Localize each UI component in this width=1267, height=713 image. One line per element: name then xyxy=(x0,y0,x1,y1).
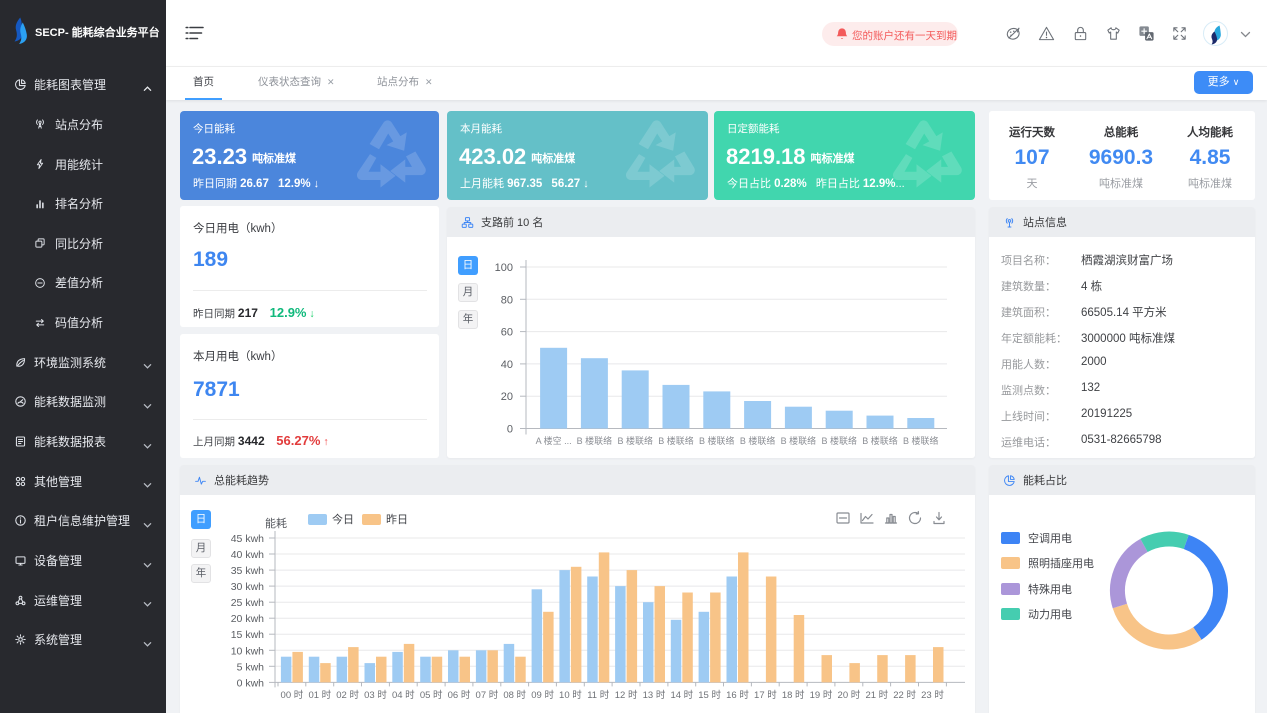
svg-text:0 kwh: 0 kwh xyxy=(237,677,265,689)
svg-text:00 时: 00 时 xyxy=(281,689,304,701)
svg-text:23 时: 23 时 xyxy=(921,689,944,701)
svg-text:30 kwh: 30 kwh xyxy=(231,581,264,593)
svg-text:04 时: 04 时 xyxy=(392,689,415,701)
svg-text:20 时: 20 时 xyxy=(838,689,861,701)
svg-text:60: 60 xyxy=(501,327,513,339)
svg-text:B 楼联络: B 楼联络 xyxy=(699,435,735,446)
svg-text:80: 80 xyxy=(501,294,513,306)
svg-text:40: 40 xyxy=(501,359,513,371)
svg-text:01 时: 01 时 xyxy=(308,689,331,701)
svg-text:B 楼联络: B 楼联络 xyxy=(781,435,817,446)
svg-text:18 时: 18 时 xyxy=(782,689,805,701)
svg-text:02 时: 02 时 xyxy=(336,689,359,701)
svg-text:20: 20 xyxy=(501,391,513,403)
svg-text:10 时: 10 时 xyxy=(559,689,582,701)
svg-text:B 楼联络: B 楼联络 xyxy=(740,435,776,446)
svg-text:35 kwh: 35 kwh xyxy=(231,565,264,577)
svg-text:14 时: 14 时 xyxy=(670,689,693,701)
svg-text:13 时: 13 时 xyxy=(643,689,666,701)
svg-text:45 kwh: 45 kwh xyxy=(231,533,264,545)
svg-text:B 楼联络: B 楼联络 xyxy=(617,435,653,446)
svg-text:0: 0 xyxy=(507,424,513,436)
svg-text:B 楼联络: B 楼联络 xyxy=(903,435,939,446)
svg-text:40 kwh: 40 kwh xyxy=(231,549,264,561)
svg-text:B 楼联络: B 楼联络 xyxy=(821,435,857,446)
svg-text:B 楼联络: B 楼联络 xyxy=(577,435,613,446)
svg-text:15 kwh: 15 kwh xyxy=(231,629,264,641)
svg-text:25 kwh: 25 kwh xyxy=(231,597,264,609)
svg-text:07 时: 07 时 xyxy=(476,689,499,701)
svg-text:20 kwh: 20 kwh xyxy=(231,613,264,625)
svg-text:11 时: 11 时 xyxy=(587,689,610,701)
svg-text:09 时: 09 时 xyxy=(531,689,554,701)
svg-text:B 楼联络: B 楼联络 xyxy=(862,435,898,446)
svg-text:03 时: 03 时 xyxy=(364,689,387,701)
svg-text:19 时: 19 时 xyxy=(810,689,833,701)
svg-text:22 时: 22 时 xyxy=(893,689,916,701)
svg-text:12 时: 12 时 xyxy=(615,689,638,701)
svg-text:21 时: 21 时 xyxy=(865,689,888,701)
svg-text:5 kwh: 5 kwh xyxy=(237,661,265,673)
svg-text:15 时: 15 时 xyxy=(698,689,721,701)
svg-text:10 kwh: 10 kwh xyxy=(231,645,264,657)
svg-text:A 楼空 ...: A 楼空 ... xyxy=(536,435,572,446)
svg-text:17 时: 17 时 xyxy=(754,689,777,701)
svg-text:100: 100 xyxy=(495,262,513,274)
svg-text:05 时: 05 时 xyxy=(420,689,443,701)
svg-text:B 楼联络: B 楼联络 xyxy=(658,435,694,446)
svg-text:06 时: 06 时 xyxy=(448,689,471,701)
svg-text:08 时: 08 时 xyxy=(503,689,526,701)
svg-text:16 时: 16 时 xyxy=(726,689,749,701)
